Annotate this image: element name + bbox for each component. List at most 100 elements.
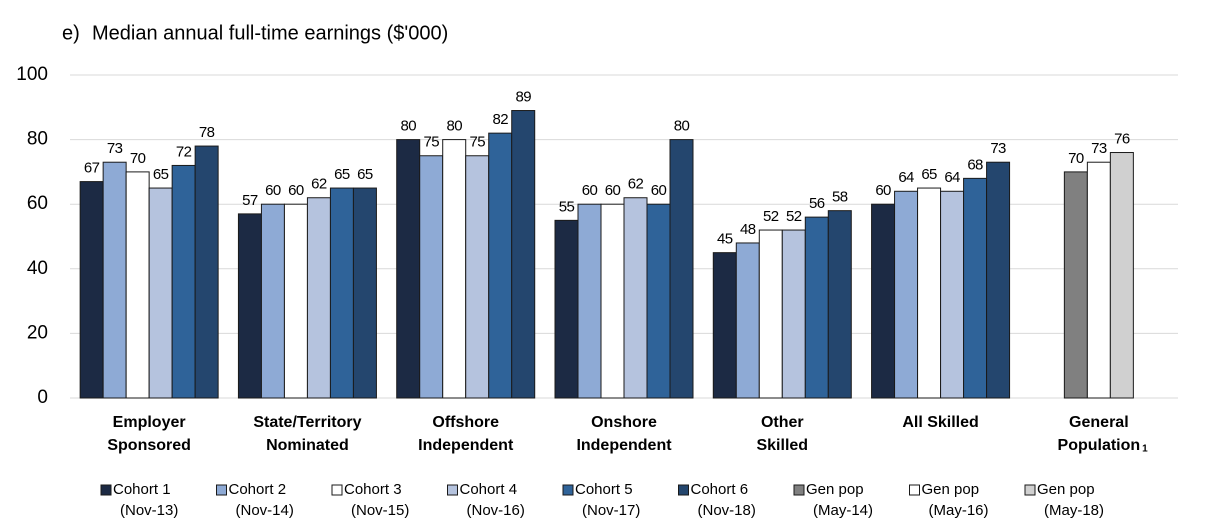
value-label: 48 (740, 221, 756, 238)
bar (125, 171, 150, 399)
bar (600, 203, 625, 399)
bar (148, 187, 173, 399)
bar (758, 229, 783, 399)
legend-label: (Nov-18) (698, 502, 756, 519)
legend-swatch (447, 484, 458, 496)
y-tick-label: 80 (27, 129, 48, 150)
legend-label: Cohort 4 (460, 481, 518, 498)
y-tick-label: 0 (37, 387, 48, 408)
bar (917, 187, 942, 399)
value-label: 56 (809, 195, 825, 212)
value-label: 75 (469, 134, 485, 151)
legend-swatch (678, 484, 689, 496)
value-label: 60 (265, 182, 281, 199)
bar (871, 203, 896, 399)
legend-label: Cohort 6 (691, 481, 749, 498)
bar (396, 139, 421, 399)
legend-swatch (331, 484, 343, 496)
value-label: 80 (674, 118, 690, 135)
legend-label: (May-16) (929, 502, 989, 519)
legend-label: Cohort 5 (575, 481, 633, 498)
value-label: 73 (1091, 140, 1107, 157)
legend-swatch (100, 484, 112, 496)
bar (306, 197, 331, 399)
bar (554, 219, 579, 399)
legend-label: (Nov-13) (120, 502, 178, 519)
value-label: 60 (582, 182, 598, 199)
category-label: State/Territory (253, 414, 361, 431)
bar (827, 210, 852, 399)
y-tick-label: 40 (27, 258, 48, 279)
value-label: 65 (334, 166, 350, 183)
value-label: 62 (311, 176, 327, 193)
category-label: All Skilled (902, 414, 978, 431)
category-note: 1 (1142, 444, 1148, 455)
legend-label: (Nov-14) (236, 502, 294, 519)
value-label: 70 (1068, 150, 1084, 167)
category-label: Population (1058, 437, 1141, 454)
bar (329, 187, 354, 399)
legend-swatch (909, 484, 920, 496)
bar (940, 190, 965, 399)
value-label: 73 (107, 140, 123, 157)
value-label: 65 (153, 166, 169, 183)
category-label: Employer (113, 414, 186, 431)
bar (804, 216, 829, 399)
value-label: 65 (357, 166, 373, 183)
value-label: 80 (400, 118, 416, 135)
value-label: 70 (130, 150, 146, 167)
bar (1063, 171, 1088, 399)
value-label: 62 (628, 176, 644, 193)
bar (623, 197, 648, 399)
value-label: 45 (717, 231, 733, 248)
value-label: 60 (605, 182, 621, 199)
bar (986, 161, 1011, 399)
bar (781, 229, 806, 399)
value-label: 60 (651, 182, 667, 199)
bar (735, 242, 760, 399)
category-label: Onshore (591, 414, 657, 431)
value-label: 57 (242, 192, 258, 209)
value-label: 78 (199, 124, 215, 141)
value-label: 55 (559, 198, 575, 215)
y-tick-label: 60 (27, 193, 48, 214)
bar (1109, 152, 1134, 399)
bar (511, 110, 536, 399)
category-label: Independent (418, 437, 514, 454)
legend-label: Cohort 3 (344, 481, 402, 498)
bar (442, 139, 467, 399)
bar (260, 203, 285, 399)
bar (1086, 161, 1111, 399)
legend-swatch (1024, 484, 1036, 496)
chart-title: Median annual full-time earnings ($'000) (92, 22, 448, 44)
legend-label: (May-14) (813, 502, 873, 519)
category-label: Other (761, 414, 804, 431)
value-label: 73 (990, 140, 1006, 157)
bar (171, 164, 196, 399)
category-label: General (1069, 414, 1129, 431)
value-label: 60 (288, 182, 304, 199)
value-label: 80 (446, 118, 462, 135)
category-label: Skilled (756, 437, 808, 454)
bar (194, 145, 219, 399)
category-label: Independent (576, 437, 672, 454)
value-label: 52 (763, 208, 779, 225)
value-label: 76 (1114, 130, 1130, 147)
category-label: Nominated (266, 437, 349, 454)
value-label: 75 (423, 134, 439, 151)
category-label: Sponsored (107, 437, 191, 454)
bar (894, 190, 919, 399)
bar (488, 132, 513, 399)
legend-swatch (793, 484, 805, 496)
legend-label: (May-18) (1044, 502, 1104, 519)
value-label: 72 (176, 143, 192, 160)
bar (963, 177, 988, 399)
legend-label: (Nov-15) (351, 502, 409, 519)
bar (352, 187, 377, 399)
value-label: 68 (967, 156, 983, 173)
value-label: 58 (832, 189, 848, 206)
value-label: 89 (515, 88, 531, 105)
value-label: 67 (84, 160, 100, 177)
value-label: 60 (875, 182, 891, 199)
